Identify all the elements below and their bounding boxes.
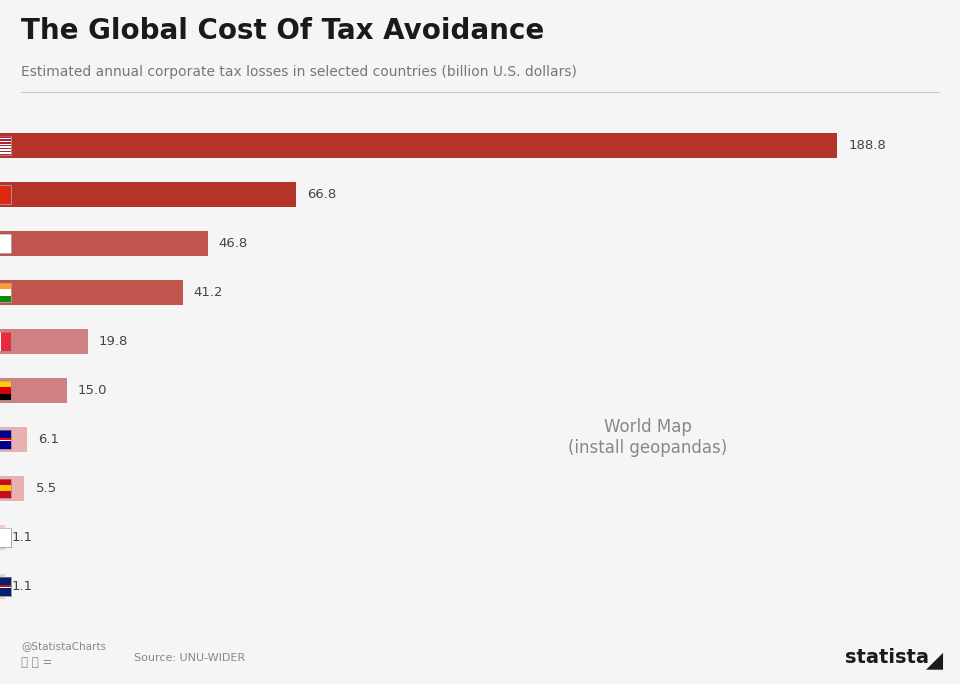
Bar	[0, 145, 12, 146]
Bar	[0, 381, 12, 387]
Bar	[0, 150, 12, 152]
Bar	[0, 133, 837, 159]
Text: @StatistaCharts: @StatistaCharts	[21, 641, 107, 651]
Bar	[0, 141, 12, 142]
Bar	[0, 577, 12, 596]
Bar	[0, 283, 12, 302]
Bar	[0, 438, 12, 440]
Bar	[1, 332, 12, 351]
Bar	[0, 182, 297, 207]
Bar	[0, 586, 12, 587]
Bar	[0, 378, 66, 403]
Bar	[0, 381, 12, 399]
Bar	[0, 185, 12, 204]
Bar	[0, 528, 12, 547]
Bar	[0, 479, 12, 485]
Text: 1.1: 1.1	[12, 531, 33, 544]
Bar	[0, 491, 12, 498]
Bar	[0, 479, 12, 498]
Bar	[0, 140, 12, 141]
Text: 15.0: 15.0	[78, 384, 108, 397]
Bar	[0, 430, 12, 449]
Text: 188.8: 188.8	[849, 139, 886, 152]
Bar	[0, 381, 12, 399]
Bar	[0, 136, 12, 155]
Bar	[0, 528, 12, 547]
Bar	[0, 577, 12, 596]
Bar	[0, 149, 12, 150]
Bar	[0, 525, 5, 550]
Bar	[0, 142, 12, 144]
Text: Estimated annual corporate tax losses in selected countries (billion U.S. dollar: Estimated annual corporate tax losses in…	[21, 65, 577, 79]
Text: statista: statista	[845, 648, 928, 667]
Bar	[0, 280, 182, 305]
Bar	[0, 136, 12, 137]
Bar	[0, 329, 87, 354]
Text: 5.5: 5.5	[36, 482, 57, 495]
Text: ⓒ ⓘ =: ⓒ ⓘ =	[21, 656, 53, 669]
Text: 66.8: 66.8	[307, 188, 337, 201]
Bar	[0, 136, 12, 155]
Bar	[0, 475, 24, 501]
Bar	[0, 152, 12, 153]
Bar	[0, 283, 12, 302]
Bar	[0, 283, 12, 289]
Bar	[0, 289, 12, 295]
Bar	[0, 332, 12, 351]
Bar	[0, 295, 12, 302]
Text: 46.8: 46.8	[219, 237, 248, 250]
Bar	[0, 332, 12, 351]
Bar	[0, 234, 12, 253]
Bar	[0, 137, 12, 140]
Bar	[0, 148, 12, 149]
Bar	[0, 430, 12, 449]
Bar	[0, 144, 12, 145]
Bar	[0, 430, 12, 449]
Bar	[0, 585, 12, 588]
Text: 19.8: 19.8	[99, 335, 129, 348]
Bar	[0, 234, 12, 253]
Bar	[0, 577, 12, 596]
Text: World Map
(install geopandas): World Map (install geopandas)	[568, 419, 728, 457]
Bar	[0, 427, 27, 452]
Text: 1.1: 1.1	[12, 580, 33, 593]
Bar	[0, 485, 12, 491]
Bar	[0, 185, 12, 204]
Bar	[0, 438, 12, 441]
Bar	[0, 387, 12, 393]
Bar	[0, 153, 12, 155]
Text: ◢: ◢	[926, 650, 944, 670]
Bar	[0, 573, 5, 599]
Bar	[0, 146, 12, 148]
Text: 6.1: 6.1	[38, 433, 60, 446]
Bar	[0, 234, 12, 253]
Text: 41.2: 41.2	[194, 286, 224, 299]
Bar	[0, 479, 12, 498]
Bar	[0, 528, 12, 547]
Text: Source: UNU-WIDER: Source: UNU-WIDER	[134, 653, 246, 663]
Bar	[0, 393, 12, 399]
Text: The Global Cost Of Tax Avoidance: The Global Cost Of Tax Avoidance	[21, 17, 544, 45]
Bar	[0, 231, 207, 256]
